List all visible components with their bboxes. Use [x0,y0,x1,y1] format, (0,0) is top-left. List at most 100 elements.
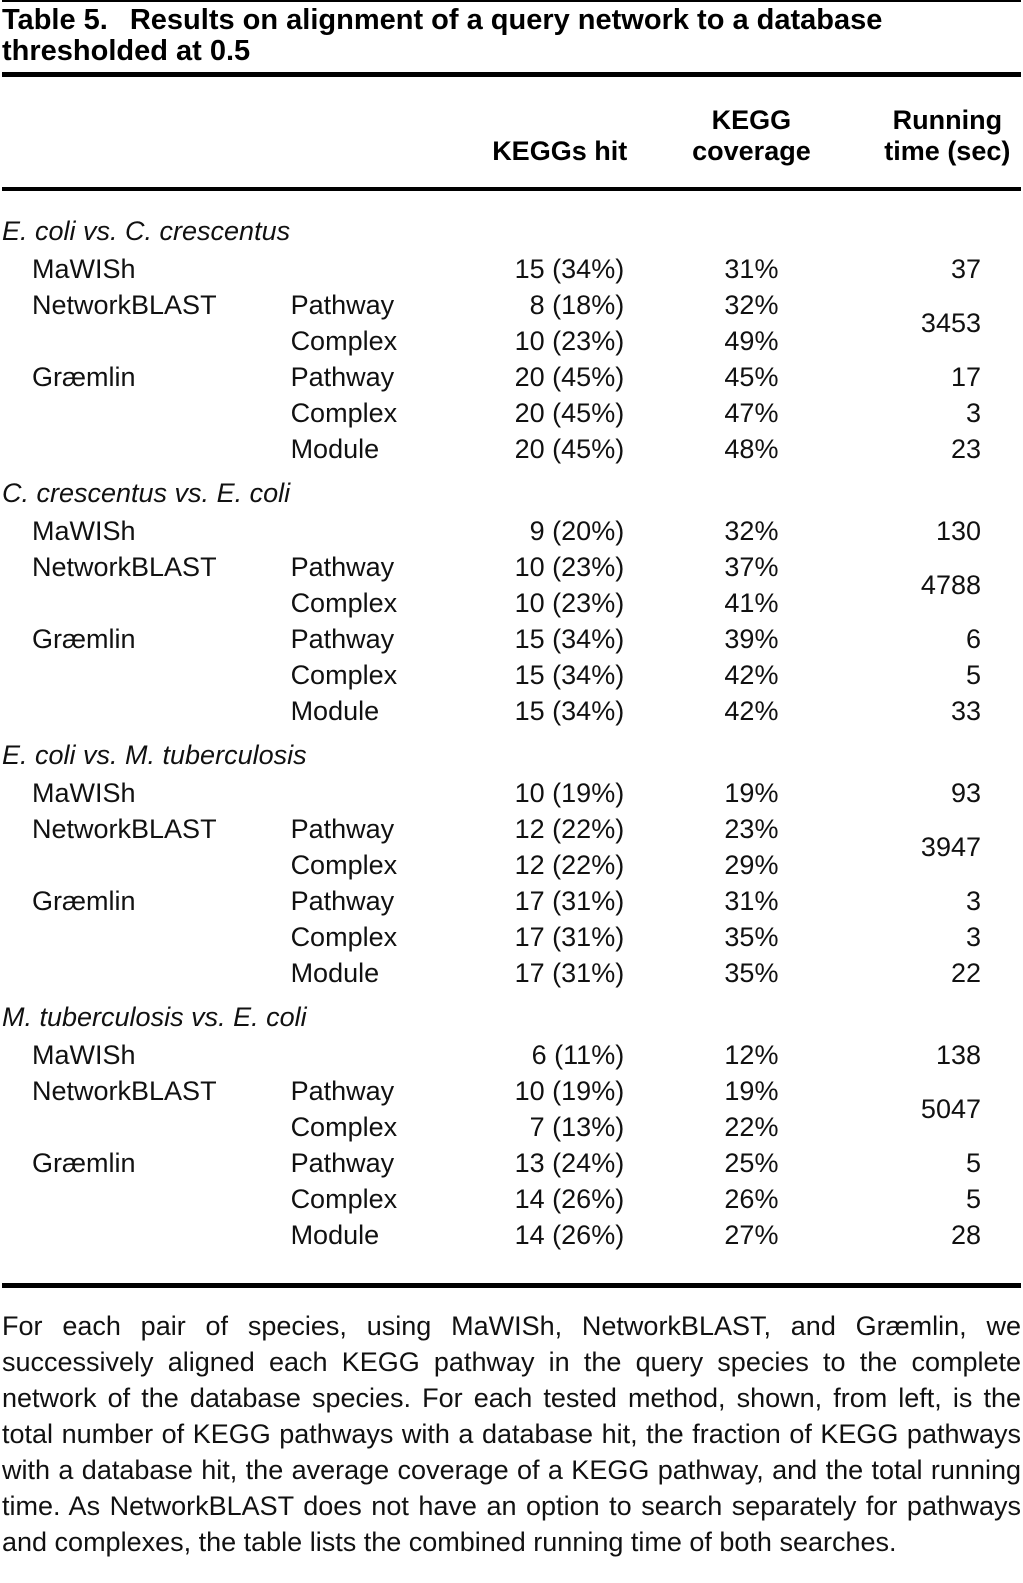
time-cell: 5 [965,1183,981,1214]
table-row: NetworkBLAST Pathway 8 (18%) 32% 3453 [2,287,1021,338]
keggs-hit-cell: 14 (26%) [514,1219,625,1250]
table-row: Module 17 (31%) 35% 22 [2,955,1021,991]
method-cell: Græmlin [32,885,136,916]
species-section: M. tuberculosis vs. E. coli MaWISh 6 (11… [2,991,1021,1253]
method-cell: MaWISh [32,515,136,546]
time-cell: 23 [950,433,981,464]
keggs-hit-cell: 15 (34%) [514,695,625,726]
coverage-cell: 39% [724,623,779,654]
time-cell: 3 [965,397,981,428]
keggs-hit-cell: 8 (18%) [529,289,625,320]
type-cell: Pathway [290,813,395,844]
table-row: Græmlin Pathway 17 (31%) 31% 3 [2,883,1021,919]
coverage-cell: 27% [724,1219,779,1250]
type-cell: Complex [290,659,398,690]
method-cell [2,1217,291,1253]
type-cell: Pathway [290,1147,395,1178]
table-row: MaWISh 6 (11%) 12% 138 [2,1037,1021,1073]
type-cell: Complex [290,1183,398,1214]
keggs-hit-column-header: KEGGs hit [455,77,630,191]
table-row: NetworkBLAST Pathway 10 (23%) 37% 4788 [2,549,1021,600]
species-section: E. coli vs. M. tuberculosis MaWISh 10 (1… [2,729,1021,991]
method-cell [2,1109,291,1145]
method-cell [2,693,291,729]
coverage-cell: 31% [724,253,779,284]
type-cell: Module [290,433,380,464]
method-cell: NetworkBLAST [32,813,217,844]
keggs-hit-cell: 20 (45%) [514,397,625,428]
time-cell: 22 [950,957,981,988]
method-cell: MaWISh [32,253,136,284]
table-row: Module 15 (34%) 42% 33 [2,693,1021,729]
table-bottom-rule [2,1283,1021,1288]
type-cell: Pathway [290,289,395,320]
keggs-hit-cell: 20 (45%) [514,433,625,464]
keggs-hit-cell: 10 (23%) [514,551,625,582]
table-title: Table 5. Results on alignment of a query … [2,2,1021,67]
table-row: MaWISh 9 (20%) 32% 130 [2,513,1021,549]
table-row: Græmlin Pathway 13 (24%) 25% 5 [2,1145,1021,1181]
species-pair-row: M. tuberculosis vs. E. coli [2,991,1021,1037]
title-separator-rule [2,72,1021,77]
type-cell: Module [290,957,380,988]
species-pair-label: C. crescentus vs. E. coli [2,478,291,508]
table-row: Complex 17 (31%) 35% 3 [2,919,1021,955]
table-title-line1: Results on alignment of a query network … [129,4,883,36]
coverage-cell: 35% [724,957,779,988]
time-cell: 5 [965,659,981,690]
species-pair-label: E. coli vs. C. crescentus [2,216,291,246]
method-cell: MaWISh [32,1039,136,1070]
coverage-cell: 35% [724,921,779,952]
results-table: KEGGs hit KEGG coverage Running time (sec)… [2,77,1021,1253]
table-row: MaWISh 10 (19%) 19% 93 [2,775,1021,811]
table-row: Module 14 (26%) 27% 28 [2,1217,1021,1253]
type-cell [291,775,456,811]
type-cell: Module [290,695,380,726]
keggs-hit-cell: 10 (19%) [514,777,625,808]
table-row: Complex 14 (26%) 26% 5 [2,1181,1021,1217]
type-cell [291,251,456,287]
type-cell [291,513,456,549]
table-row: Module 20 (45%) 48% 23 [2,431,1021,467]
top-border-rule [2,0,1021,2]
method-cell [2,919,291,955]
coverage-cell: 42% [724,695,779,726]
species-pair-label: E. coli vs. M. tuberculosis [2,740,307,770]
species-pair-row: E. coli vs. M. tuberculosis [2,729,1021,775]
keggs-hit-cell: 13 (24%) [514,1147,625,1178]
coverage-cell: 49% [724,325,779,356]
coverage-cell: 37% [724,551,779,582]
keggs-hit-cell: 10 (23%) [514,587,625,618]
keggs-hit-cell: 17 (31%) [514,921,625,952]
method-column-header [2,77,291,191]
coverage-cell: 29% [724,849,779,880]
merged-time-cell: 5047 [920,1093,981,1124]
coverage-cell: 41% [724,587,779,618]
keggs-hit-cell: 12 (22%) [514,813,625,844]
table-row: Complex 10 (23%) 49% [2,323,1021,359]
type-cell: Pathway [290,551,395,582]
time-cell: 130 [935,515,981,546]
coverage-cell: 31% [724,885,779,916]
time-cell: 6 [965,623,981,654]
type-cell: Pathway [290,361,395,392]
keggs-hit-cell: 17 (31%) [514,957,625,988]
table-footnote: For each pair of species, using MaWISh, … [2,1311,1021,1557]
species-section: E. coli vs. C. crescentus MaWISh 15 (34%… [2,189,1021,467]
table-row: Complex 20 (45%) 47% 3 [2,395,1021,431]
type-cell: Complex [290,1111,398,1142]
table-row: Complex 15 (34%) 42% 5 [2,657,1021,693]
coverage-cell: 22% [724,1111,779,1142]
keggs-hit-cell: 10 (19%) [514,1075,625,1106]
method-cell [2,657,291,693]
table-row: Complex 10 (23%) 41% [2,585,1021,621]
table-title-line2: thresholded at 0.5 [2,35,251,67]
species-pair-row: E. coli vs. C. crescentus [2,189,1021,251]
coverage-cell: 25% [724,1147,779,1178]
keggs-hit-cell: 15 (34%) [514,659,625,690]
method-cell [2,955,291,991]
keggs-hit-cell: 15 (34%) [514,623,625,654]
species-section: C. crescentus vs. E. coli MaWISh 9 (20%)… [2,467,1021,729]
method-cell [2,323,291,359]
species-pair-row: C. crescentus vs. E. coli [2,467,1021,513]
